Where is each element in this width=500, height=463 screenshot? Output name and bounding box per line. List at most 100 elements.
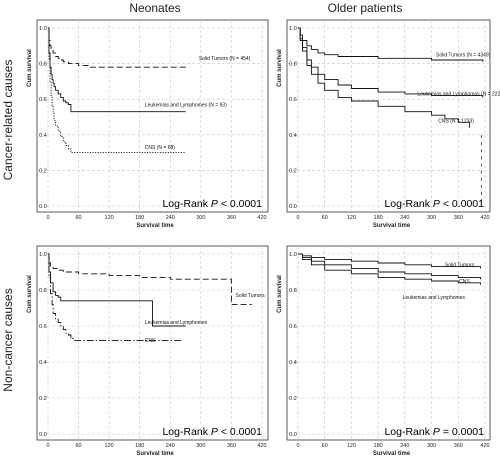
x-tick-label: 360 xyxy=(454,215,463,221)
series-label: CNS xyxy=(459,279,470,285)
y-tick-label: 0.4 xyxy=(289,360,297,366)
survival-curve-1 xyxy=(298,27,484,98)
series-label: Solid Tumors (N = 4349) xyxy=(436,52,491,58)
y-axis-label: Cum survival xyxy=(27,275,33,313)
series-label: Solid Tumors xyxy=(236,293,266,299)
log-rank-p: P xyxy=(211,426,218,438)
y-tick-label: 0.0 xyxy=(39,432,47,438)
log-rank-prefix: Log-Rank xyxy=(384,426,432,438)
x-tick-label: 420 xyxy=(257,215,266,221)
y-tick-label: 0.6 xyxy=(289,97,297,103)
x-tick-label: 60 xyxy=(322,215,328,221)
series-label: Solid Tumors (N = 454) xyxy=(199,56,251,62)
x-tick-label: 420 xyxy=(480,443,489,449)
y-tick-label: 0.0 xyxy=(39,204,47,210)
y-tick-label: 0.4 xyxy=(39,360,47,366)
y-tick-label: 1.0 xyxy=(39,252,47,258)
log-rank-p: P xyxy=(211,198,218,210)
series-label: CNS (N = 68) xyxy=(145,145,175,151)
x-tick-label: 60 xyxy=(76,443,82,449)
y-tick-label: 1.0 xyxy=(289,252,297,258)
plot-frame xyxy=(36,19,269,213)
x-tick-label: 420 xyxy=(257,443,266,449)
x-tick-label: 0 xyxy=(296,443,299,449)
log-rank-stat: Log-Rank P = 0.0001 xyxy=(384,426,484,438)
y-tick-label: 0.8 xyxy=(289,62,297,68)
column-title-neonates: Neonates xyxy=(129,1,180,15)
survival-curve-0 xyxy=(48,253,252,305)
y-tick-label: 0.2 xyxy=(39,168,47,174)
row-title-cancer: Cancer-related causes xyxy=(1,60,15,181)
panel-neonates-cancer: 0 60 120 180 240 300 360 420 0.0 0.2 0.4 0.6 0.8 1.0 S… xyxy=(27,19,269,229)
log-rank-prefix: Log-Rank xyxy=(162,198,210,210)
survival-curve-2 xyxy=(48,253,183,341)
x-tick-label: 360 xyxy=(227,215,236,221)
log-rank-p: P xyxy=(433,426,440,438)
survival-curve-1 xyxy=(298,253,481,280)
x-tick-label: 60 xyxy=(322,443,328,449)
survival-curve-2 xyxy=(298,27,470,128)
x-tick-label: 300 xyxy=(196,443,205,449)
x-tick-label: 120 xyxy=(105,215,114,221)
log-rank-prefix: Log-Rank xyxy=(162,426,210,438)
x-tick-label: 180 xyxy=(374,215,383,221)
y-axis-label: Cum survival xyxy=(27,49,33,87)
log-rank-value: < 0.0001 xyxy=(440,198,484,210)
log-rank-value: < 0.0001 xyxy=(218,198,262,210)
y-tick-label: 0.8 xyxy=(289,288,297,294)
x-tick-label: 360 xyxy=(454,443,463,449)
series-label: Leukemias and Lymphomes xyxy=(145,320,208,326)
y-tick-label: 0.4 xyxy=(289,133,297,139)
x-tick-label: 180 xyxy=(374,443,383,449)
plot-frame xyxy=(286,19,491,213)
y-tick-label: 1.0 xyxy=(289,26,297,32)
x-tick-label: 0 xyxy=(46,215,49,221)
panel-older-noncancer: 0 60 120 180 240 300 360 420 0.0 0.2 0.4 0.6 0.8 1.0 S… xyxy=(277,245,491,457)
log-rank-stat: Log-Rank P < 0.0001 xyxy=(162,198,262,210)
series-label: CNS (N = 1233) xyxy=(438,118,474,124)
x-tick-label: 240 xyxy=(400,215,409,221)
series-label: CNS xyxy=(145,338,156,344)
y-tick-label: 0.6 xyxy=(39,324,47,330)
y-tick-label: 0.2 xyxy=(289,396,297,402)
series-label: Leukemias and Lymphomes xyxy=(403,295,466,301)
y-tick-label: 0.8 xyxy=(39,288,47,294)
panel-older-cancer: 0 60 120 180 240 300 360 420 0.0 0.2 0.4 0.6 0.8 1.0 S… xyxy=(277,19,500,229)
x-tick-label: 120 xyxy=(347,443,356,449)
y-axis-label: Cum survival xyxy=(277,275,283,313)
column-title-older: Older patients xyxy=(328,1,403,15)
log-rank-prefix: Log-Rank xyxy=(384,198,432,210)
survival-curve-0 xyxy=(298,253,481,269)
survival-curve-2 xyxy=(298,253,481,285)
series-label: Leukemias and Lymphomes (N = 93) xyxy=(145,102,227,108)
x-tick-label: 300 xyxy=(196,215,205,221)
x-axis-label: Survival time xyxy=(136,451,174,457)
x-tick-label: 240 xyxy=(400,443,409,449)
log-rank-stat: Log-Rank P < 0.0001 xyxy=(162,426,262,438)
y-tick-label: 0.2 xyxy=(289,168,297,174)
survival-curve-2 xyxy=(48,27,186,154)
plot-frame xyxy=(286,245,491,441)
y-tick-label: 0.0 xyxy=(289,432,297,438)
x-tick-label: 420 xyxy=(480,215,489,221)
log-rank-value: = 0.0001 xyxy=(440,426,484,438)
y-axis-label: Cum survival xyxy=(277,49,283,87)
plot-frame xyxy=(36,245,269,441)
x-tick-label: 300 xyxy=(427,443,436,449)
x-tick-label: 120 xyxy=(105,443,114,449)
y-tick-label: 0.4 xyxy=(39,133,47,139)
x-tick-label: 240 xyxy=(166,443,175,449)
series-label: Leukemias and Lymphomas (N = 2222) xyxy=(417,92,500,98)
x-axis-label: Survival time xyxy=(136,223,174,229)
x-tick-label: 60 xyxy=(76,215,82,221)
x-tick-label: 360 xyxy=(227,443,236,449)
x-tick-label: 300 xyxy=(427,215,436,221)
x-tick-label: 240 xyxy=(166,215,175,221)
log-rank-p: P xyxy=(433,198,440,210)
x-tick-label: 180 xyxy=(135,443,144,449)
log-rank-value: < 0.0001 xyxy=(218,426,262,438)
x-axis-label: Survival time xyxy=(373,451,411,457)
x-tick-label: 0 xyxy=(296,215,299,221)
y-tick-label: 0.6 xyxy=(289,324,297,330)
row-title-noncancer: Non-cancer causes xyxy=(1,288,15,391)
